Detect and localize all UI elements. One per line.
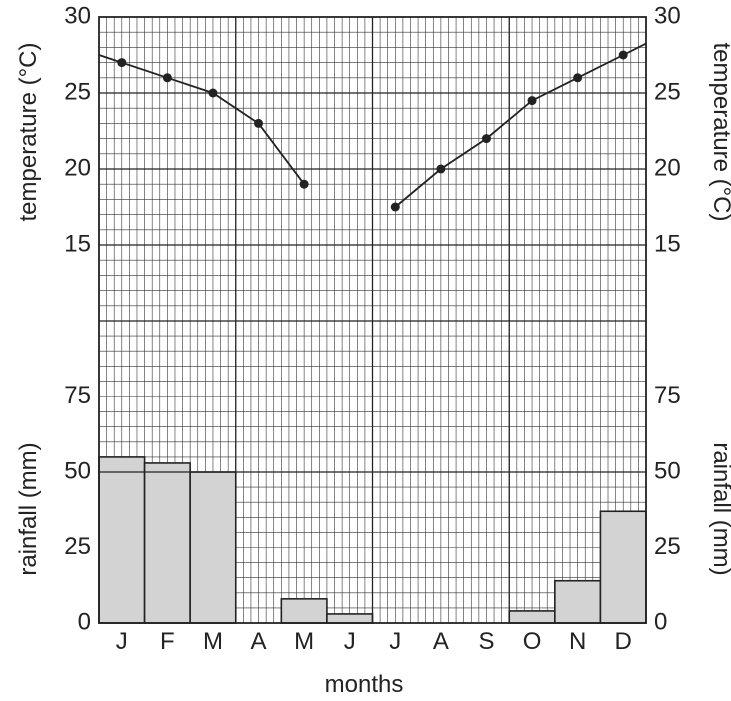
rainfall-tick-left: 75	[64, 382, 91, 409]
rainfall-bar-2	[143, 462, 191, 624]
temperature-point-8	[436, 164, 446, 174]
rainfall-bar-1	[98, 456, 146, 624]
month-tick-label: A	[251, 628, 267, 655]
rainfall-tick-right: 50	[654, 457, 681, 484]
temperature-point-1	[117, 58, 127, 68]
temperature-line	[98, 42, 647, 212]
month-tick-label: M	[294, 628, 314, 655]
rainfall-tick-right: 75	[654, 382, 681, 409]
right-temperature-axis-title: temperature (°C)	[708, 43, 731, 222]
rainfall-tick-left: 0	[78, 608, 91, 635]
month-tick-label: J	[116, 628, 128, 655]
temperature-tick-left: 25	[64, 78, 91, 105]
left-rainfall-axis-title: rainfall (mm)	[15, 442, 42, 575]
rainfall-bar-10	[508, 610, 556, 624]
temperature-point-12	[618, 50, 628, 60]
right-rainfall-axis-title: rainfall (mm)	[708, 442, 731, 575]
month-tick-label: J	[389, 628, 401, 655]
month-tick-label: S	[478, 628, 494, 655]
month-tick-label: J	[344, 628, 356, 655]
temperature-tick-right: 30	[654, 2, 681, 29]
temperature-point-10	[527, 96, 537, 106]
rainfall-tick-right: 0	[654, 608, 667, 635]
rainfall-bar-11	[554, 579, 602, 624]
temperature-point-5	[299, 179, 309, 189]
temperature-line-segment	[98, 54, 305, 185]
left-temperature-axis-title: temperature (°C)	[15, 43, 42, 222]
rainfall-bar-5	[280, 598, 328, 624]
rainfall-tick-left: 25	[64, 533, 91, 560]
rainfall-bar-3	[189, 471, 237, 624]
month-tick-label: O	[523, 628, 542, 655]
rainfall-tick-left: 50	[64, 457, 91, 484]
plot-frame	[98, 16, 647, 624]
temperature-point-4	[254, 118, 264, 128]
temperature-tick-right: 25	[654, 78, 681, 105]
rainfall-tick-right: 25	[654, 533, 681, 560]
temperature-point-9	[481, 134, 491, 144]
temperature-tick-left: 30	[64, 2, 91, 29]
temperature-point-11	[573, 73, 583, 83]
temperature-point-2	[162, 73, 172, 83]
month-tick-label: M	[203, 628, 223, 655]
month-tick-label: F	[160, 628, 175, 655]
temperature-point-7	[390, 202, 400, 212]
month-tick-label: A	[433, 628, 449, 655]
temperature-tick-left: 15	[64, 230, 91, 257]
temperature-tick-left: 20	[64, 154, 91, 181]
temperature-tick-right: 20	[654, 154, 681, 181]
temperature-line-segment	[394, 42, 647, 208]
temperature-tick-right: 15	[654, 230, 681, 257]
rainfall-bar-6	[326, 613, 374, 624]
major-grid	[98, 16, 647, 624]
rainfall-bar-12	[599, 510, 647, 624]
month-tick-label: D	[615, 628, 632, 655]
month-tick-label: N	[569, 628, 586, 655]
temperature-point-3	[208, 88, 218, 98]
x-axis-title: months	[325, 671, 404, 698]
